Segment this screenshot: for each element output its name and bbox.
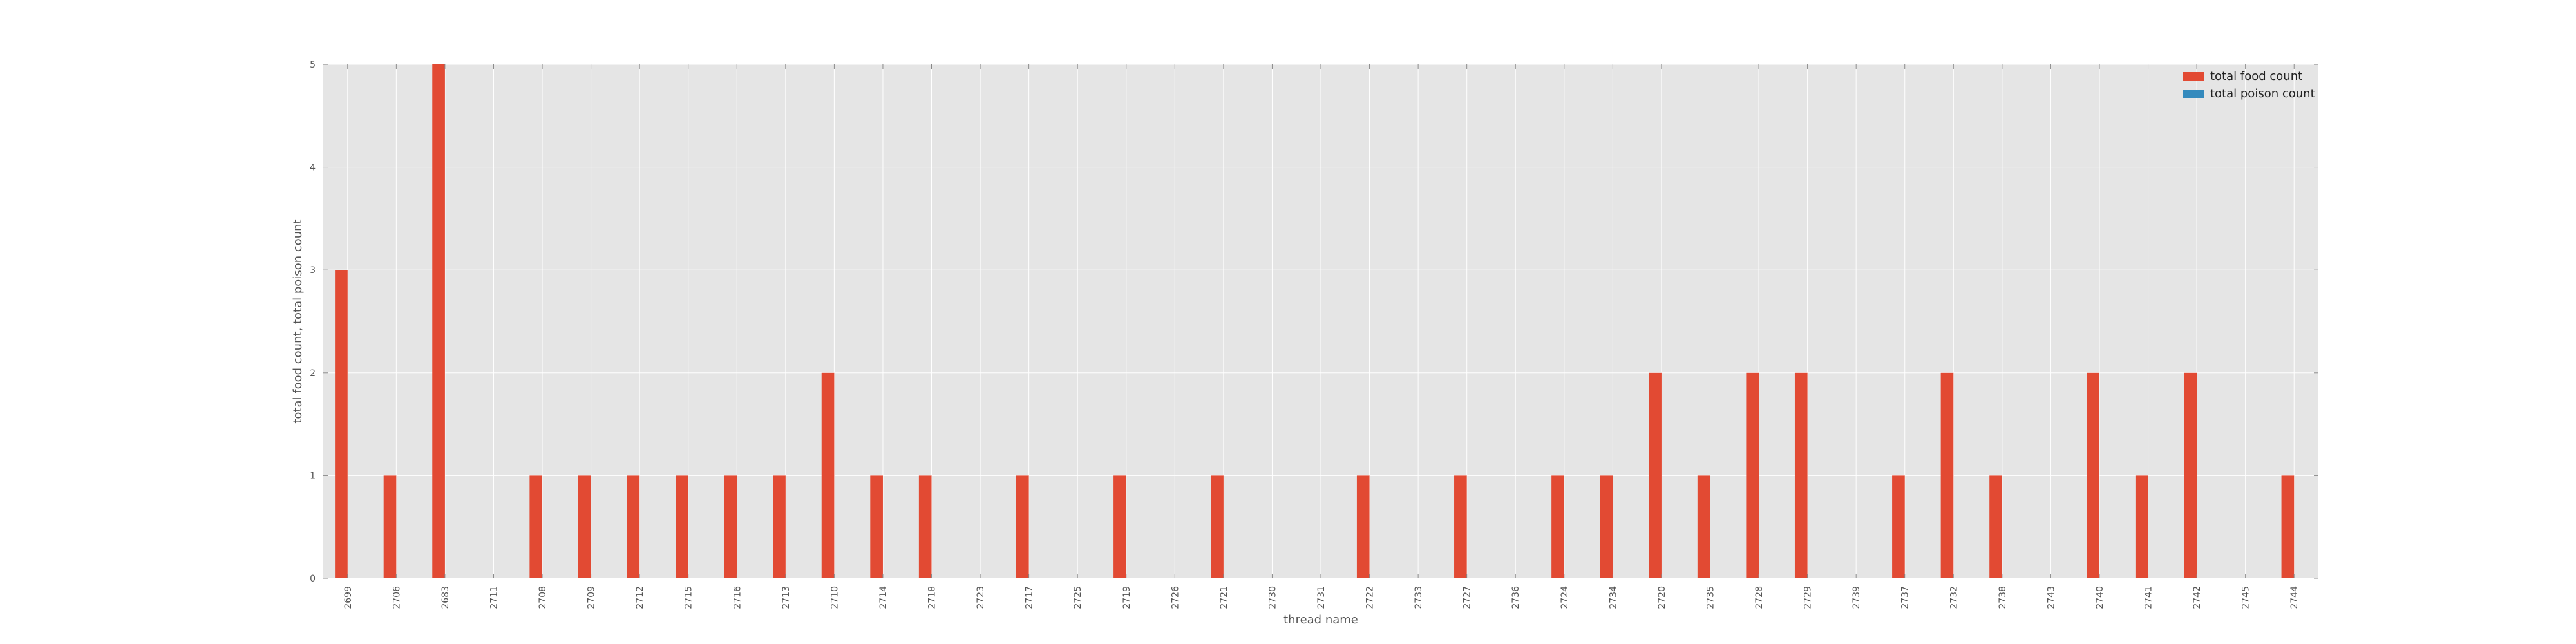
y-tick-label: 4 (310, 163, 316, 173)
x-tick-label: 2745 (2241, 586, 2251, 609)
bar-total-food-count (1551, 475, 1564, 578)
x-tick-label: 2708 (538, 586, 548, 609)
x-tick-label: 2711 (489, 586, 499, 609)
bars (335, 64, 2295, 578)
legend: total food count total poison count (2183, 70, 2315, 100)
x-tick-label: 2683 (440, 586, 451, 609)
bar-total-food-count (578, 475, 591, 578)
x-tick-label: 2720 (1657, 586, 1667, 609)
x-tick-label: 2744 (2289, 586, 2300, 609)
x-tick-label: 2719 (1122, 586, 1132, 609)
bar-total-food-count (1649, 372, 1662, 578)
x-tick-label: 2714 (878, 586, 889, 609)
bar-total-food-count (335, 270, 348, 578)
x-tick-label: 2710 (829, 586, 840, 609)
bar-total-food-count (1211, 475, 1224, 578)
x-tick-label: 2734 (1608, 586, 1618, 609)
x-tick-label: 2728 (1754, 586, 1765, 609)
x-tick-label: 2743 (2046, 586, 2056, 609)
y-tick-label: 3 (310, 265, 316, 276)
bar-total-food-count (676, 475, 688, 578)
bar-total-food-count (1746, 372, 1759, 578)
x-tick-label: 2729 (1803, 586, 1814, 609)
x-tick-label: 2737 (1900, 586, 1911, 609)
bar-total-food-count (870, 475, 883, 578)
x-tick-label: 2706 (392, 586, 402, 609)
x-tick-label: 2731 (1316, 586, 1327, 609)
x-tick-label: 2718 (927, 586, 938, 609)
x-tick-label: 2741 (2144, 586, 2154, 609)
bar-total-food-count (1940, 372, 1954, 578)
x-tick-label: 2721 (1219, 586, 1229, 609)
bar-total-food-count (2087, 372, 2099, 578)
x-tick-label: 2723 (976, 586, 986, 609)
bar-total-food-count (432, 64, 445, 578)
x-axis-label: thread name (1283, 613, 1358, 627)
x-tick-label: 2736 (1511, 586, 1521, 609)
x-tick-label: 2739 (1852, 586, 1862, 609)
bar-total-food-count (1697, 475, 1710, 578)
y-tick-label: 2 (310, 368, 316, 379)
x-tick-label: 2725 (1073, 586, 1083, 609)
x-tick-label: 2732 (1949, 586, 1959, 609)
bar-total-food-count (2281, 475, 2295, 578)
legend-swatch (2183, 90, 2204, 98)
bar-total-food-count (1892, 475, 1905, 578)
bar-total-food-count (918, 475, 932, 578)
bar-total-food-count (773, 475, 786, 578)
y-axis-ticks: 0 1 2 3 4 5 (310, 60, 2318, 584)
x-tick-label: 2733 (1414, 586, 1424, 609)
x-tick-label: 2724 (1560, 586, 1570, 609)
x-tick-label: 2715 (684, 586, 694, 609)
x-tick-label: 2713 (781, 586, 791, 609)
bar-total-food-count (1016, 475, 1029, 578)
bar-total-food-count (1989, 475, 2002, 578)
bar-total-food-count (2135, 475, 2148, 578)
bar-total-food-count (724, 475, 737, 578)
bar-total-food-count (1113, 475, 1126, 578)
x-tick-label: 2740 (2095, 586, 2105, 609)
legend-label: total food count (2210, 70, 2302, 83)
x-tick-label: 2742 (2192, 586, 2202, 609)
x-axis-ticks: 2699 2706 2683 2711 2708 2709 2712 2715 2716 2713… (343, 64, 2300, 609)
bar-total-food-count (1356, 475, 1370, 578)
y-tick-label: 5 (310, 60, 316, 70)
bar-total-food-count (1794, 372, 1808, 578)
y-tick-label: 0 (310, 574, 316, 584)
x-tick-label: 2722 (1365, 586, 1376, 609)
y-axis-label: total food count, total poison count (291, 219, 305, 423)
x-tick-label: 2726 (1170, 586, 1180, 609)
bar-total-food-count (2184, 372, 2197, 578)
bar-total-food-count (1454, 475, 1467, 578)
bar-total-food-count (821, 372, 835, 578)
bar-total-food-count (1600, 475, 1613, 578)
x-tick-label: 2709 (587, 586, 597, 609)
x-tick-label: 2717 (1025, 586, 1035, 609)
bar-total-food-count (529, 475, 543, 578)
x-tick-label: 2699 (343, 586, 354, 609)
bar-total-food-count (627, 475, 640, 578)
x-tick-label: 2730 (1267, 586, 1278, 609)
legend-swatch (2183, 72, 2204, 80)
y-tick-label: 1 (310, 471, 316, 481)
bar-total-food-count (383, 475, 397, 578)
x-tick-label: 2735 (1705, 586, 1716, 609)
x-tick-label: 2712 (635, 586, 645, 609)
x-tick-label: 2716 (732, 586, 743, 609)
x-tick-label: 2727 (1463, 586, 1473, 609)
legend-label: total poison count (2210, 87, 2315, 100)
x-tick-label: 2738 (1998, 586, 2008, 609)
